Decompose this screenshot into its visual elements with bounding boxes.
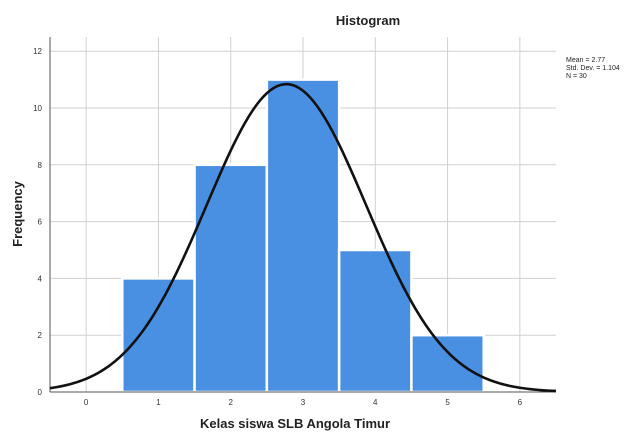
x-tick-label: 6 [518,398,523,407]
stats-mean: Mean = 2.77 [566,57,605,64]
x-tick-label: 3 [301,398,306,407]
normal-curve [49,82,557,393]
y-tick-label: 12 [33,47,42,56]
histogram-bar [410,333,485,394]
histogram-bar [121,277,196,394]
axes [49,37,556,393]
x-tick-label: 2 [228,398,233,407]
stats-n: N = 30 [566,73,587,80]
normal-curve-line [49,82,557,393]
histogram-bar [193,163,269,394]
stats-std-dev: Std. Dev. = 1.104 [566,65,620,72]
chart-title: Histogram [336,13,400,28]
x-tick-label: 1 [156,398,161,407]
y-tick-label: 2 [38,331,43,340]
x-axis-label: Kelas siswa SLB Angola Timur [200,416,390,431]
bars [121,78,485,394]
x-tick-label: 0 [84,398,89,407]
histogram-bar [337,248,413,394]
y-tick-label: 10 [33,104,42,113]
y-tick-label: 8 [38,161,43,170]
y-tick-label: 0 [38,388,43,397]
y-tick-label: 6 [38,218,43,227]
x-tick-label: 4 [373,398,378,407]
x-tick-label: 5 [445,398,450,407]
y-axis-label: Frequency [10,180,25,247]
y-tick-label: 4 [38,274,43,283]
stats-box: Mean = 2.77 Std. Dev. = 1.104 N = 30 [566,57,620,80]
histogram-bar [265,78,341,394]
